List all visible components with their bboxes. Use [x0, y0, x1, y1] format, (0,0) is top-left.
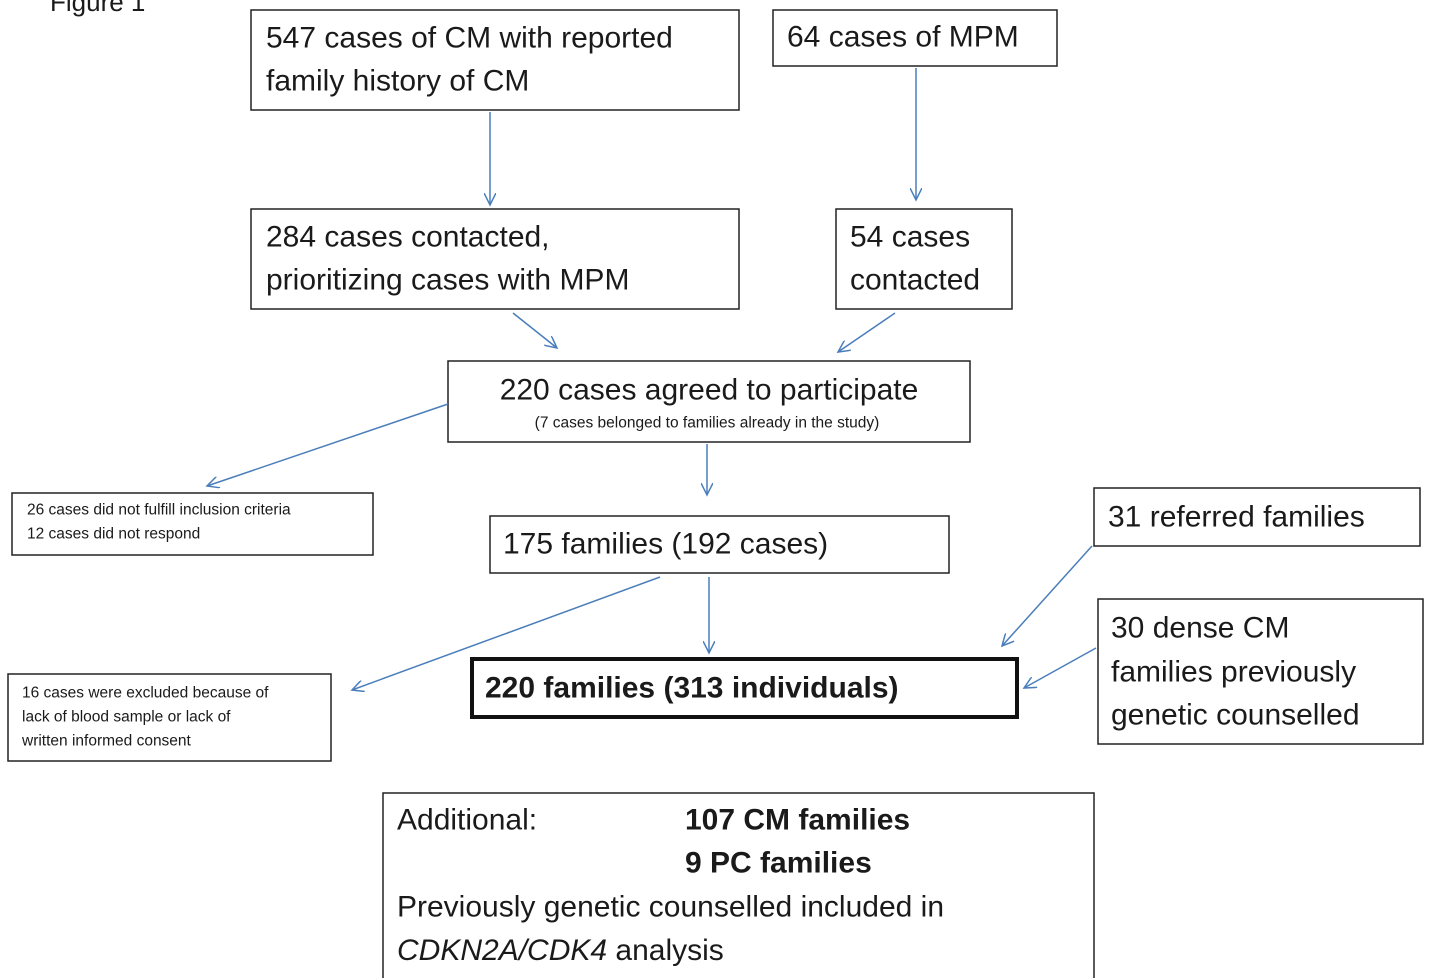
box-text: family history of CM	[266, 65, 529, 98]
arrow	[352, 576, 661, 690]
gene-names: CDKN2A/CDK4	[397, 934, 607, 967]
box-text: 284 cases contacted,	[266, 221, 550, 254]
box-text: 9 PC families	[685, 847, 872, 880]
box	[250, 9, 740, 111]
box	[835, 208, 1013, 310]
box-text: 12 cases did not respond	[27, 526, 200, 543]
box-text: lack of blood sample or lack of	[22, 709, 231, 726]
box	[489, 515, 950, 574]
arrow	[1024, 647, 1097, 688]
box-note: (7 cases belonged to families already in…	[535, 415, 880, 432]
box	[772, 9, 1058, 67]
box	[7, 673, 332, 762]
arrows	[207, 68, 1097, 690]
box-text: written informed consent	[21, 733, 192, 750]
box-text: analysis	[607, 934, 724, 967]
box	[1097, 598, 1424, 745]
box	[382, 792, 1095, 978]
figure-label: Figure 1	[50, 0, 145, 17]
box-text: 16 cases were excluded because of	[22, 685, 269, 702]
arrow	[1002, 545, 1093, 646]
box	[447, 360, 971, 443]
box-text: contacted	[850, 264, 980, 297]
box-text: Previously genetic counselled included i…	[397, 891, 944, 924]
box	[250, 208, 740, 310]
box-text: 220 cases agreed to participate	[500, 374, 919, 407]
arrow	[838, 312, 896, 352]
box-text: 547 cases of CM with reported	[266, 22, 673, 55]
box-text: CDKN2A/CDK4 analysis	[397, 934, 724, 967]
box-text: 54 cases	[850, 221, 970, 254]
box-text: 64 cases of MPM	[787, 21, 1019, 54]
box-text: 30 dense CM	[1111, 612, 1289, 645]
box-text: 26 cases did not fulfill inclusion crite…	[27, 502, 291, 519]
box-text: families previously	[1111, 656, 1356, 689]
arrow	[207, 403, 449, 486]
box-text: 107 CM families	[685, 804, 910, 837]
box-text: 31 referred families	[1108, 501, 1365, 534]
box	[11, 492, 374, 556]
box-emphasis	[470, 657, 1019, 719]
box-text: Additional:	[397, 804, 537, 837]
box-text: prioritizing cases with MPM	[266, 264, 629, 297]
arrow	[512, 312, 557, 348]
box-text: genetic counselled	[1111, 699, 1360, 732]
box	[1093, 487, 1421, 547]
box-text: 175 families (192 cases)	[503, 528, 828, 561]
box-text: 220 families (313 individuals)	[485, 672, 899, 705]
